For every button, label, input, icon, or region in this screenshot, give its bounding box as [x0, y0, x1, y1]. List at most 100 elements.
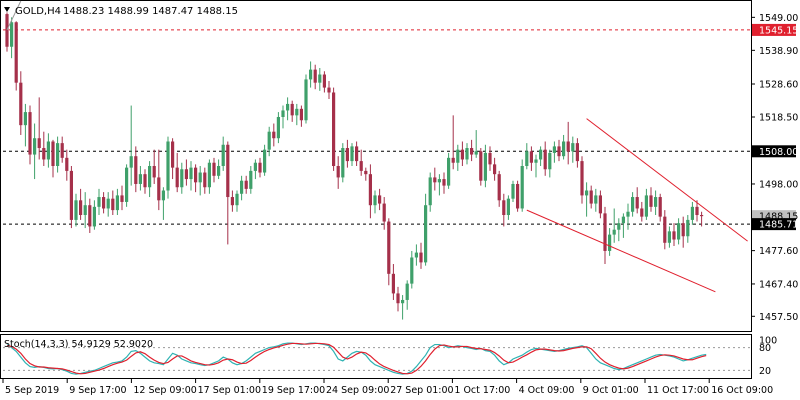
candle[interactable] — [428, 172, 432, 212]
candle[interactable] — [571, 136, 575, 163]
candle[interactable] — [483, 144, 487, 188]
candle[interactable] — [681, 216, 685, 248]
candle[interactable] — [92, 200, 96, 230]
candle[interactable] — [552, 141, 556, 163]
candle[interactable] — [594, 188, 598, 212]
candle[interactable] — [511, 180, 515, 202]
candle[interactable] — [543, 141, 547, 176]
candle[interactable] — [382, 197, 386, 230]
candle[interactable] — [589, 185, 593, 209]
candle[interactable] — [258, 157, 262, 178]
candle[interactable] — [612, 208, 616, 243]
candlestick-series[interactable] — [5, 12, 704, 320]
candle[interactable] — [79, 188, 83, 220]
candle[interactable] — [663, 210, 667, 250]
candle[interactable] — [28, 105, 32, 165]
candle[interactable] — [221, 136, 225, 171]
candle[interactable] — [189, 161, 193, 191]
candle[interactable] — [88, 198, 92, 233]
candle[interactable] — [695, 200, 699, 222]
candle[interactable] — [603, 206, 607, 265]
candle[interactable] — [488, 146, 492, 171]
candle[interactable] — [424, 193, 428, 266]
candle[interactable] — [115, 188, 119, 216]
candle[interactable] — [493, 157, 497, 181]
candle[interactable] — [69, 166, 73, 229]
candle[interactable] — [617, 218, 621, 242]
candle[interactable] — [373, 190, 377, 214]
candle[interactable] — [433, 167, 437, 191]
candle[interactable] — [143, 169, 147, 194]
candle[interactable] — [686, 215, 690, 243]
candle[interactable] — [148, 161, 152, 198]
candle[interactable] — [166, 136, 170, 199]
candle[interactable] — [207, 159, 211, 194]
candle[interactable] — [14, 21, 18, 91]
candle[interactable] — [138, 166, 142, 191]
candle[interactable] — [396, 286, 400, 312]
candle[interactable] — [447, 152, 451, 189]
candle[interactable] — [171, 138, 175, 180]
candle[interactable] — [299, 105, 303, 127]
candle[interactable] — [644, 188, 648, 220]
candle[interactable] — [180, 162, 184, 194]
candle[interactable] — [700, 211, 704, 227]
candle[interactable] — [267, 126, 271, 157]
trendlines[interactable] — [6, 0, 748, 293]
candle[interactable] — [212, 157, 216, 183]
candle[interactable] — [548, 149, 552, 178]
trendline-upper[interactable] — [6, 0, 22, 31]
candle[interactable] — [51, 139, 55, 178]
candle[interactable] — [253, 159, 257, 180]
candle[interactable] — [350, 143, 354, 166]
candle[interactable] — [134, 146, 138, 193]
candle[interactable] — [97, 188, 101, 216]
candle[interactable] — [23, 103, 27, 147]
candle[interactable] — [557, 139, 561, 162]
candle[interactable] — [244, 175, 248, 194]
candle[interactable] — [74, 193, 78, 227]
candle[interactable] — [332, 87, 336, 171]
candle[interactable] — [65, 149, 69, 181]
candle[interactable] — [161, 187, 165, 220]
candle[interactable] — [184, 159, 188, 186]
candle[interactable] — [502, 193, 506, 227]
trendline-lower-channel[interactable] — [526, 209, 716, 293]
candle[interactable] — [391, 264, 395, 300]
candle[interactable] — [635, 187, 639, 214]
candle[interactable] — [479, 148, 483, 186]
candle[interactable] — [129, 105, 133, 186]
trendline-upper-channel[interactable] — [586, 118, 748, 242]
candle[interactable] — [286, 97, 290, 121]
candle[interactable] — [152, 149, 156, 184]
candle[interactable] — [46, 133, 50, 168]
candle[interactable] — [272, 123, 276, 147]
candle[interactable] — [566, 121, 570, 165]
candle[interactable] — [414, 244, 418, 266]
candle[interactable] — [83, 192, 87, 229]
candle[interactable] — [516, 180, 520, 212]
candle[interactable] — [534, 154, 538, 178]
candle[interactable] — [125, 164, 129, 207]
candle[interactable] — [203, 167, 207, 194]
candle[interactable] — [359, 149, 363, 176]
candle[interactable] — [640, 201, 644, 222]
candle[interactable] — [56, 136, 60, 173]
candle[interactable] — [194, 164, 198, 193]
candle[interactable] — [5, 12, 9, 52]
candle[interactable] — [529, 146, 533, 171]
candle[interactable] — [345, 139, 349, 168]
candle[interactable] — [364, 167, 368, 181]
candle[interactable] — [276, 112, 280, 144]
candle[interactable] — [10, 17, 14, 59]
candle[interactable] — [677, 218, 681, 245]
candle[interactable] — [263, 144, 267, 176]
candle[interactable] — [658, 193, 662, 222]
candle[interactable] — [240, 175, 244, 201]
triangle-down-icon[interactable] — [4, 7, 10, 12]
candle[interactable] — [451, 115, 455, 170]
candle[interactable] — [322, 71, 326, 93]
candle[interactable] — [405, 280, 409, 310]
candle[interactable] — [649, 187, 653, 212]
candle[interactable] — [111, 190, 115, 216]
